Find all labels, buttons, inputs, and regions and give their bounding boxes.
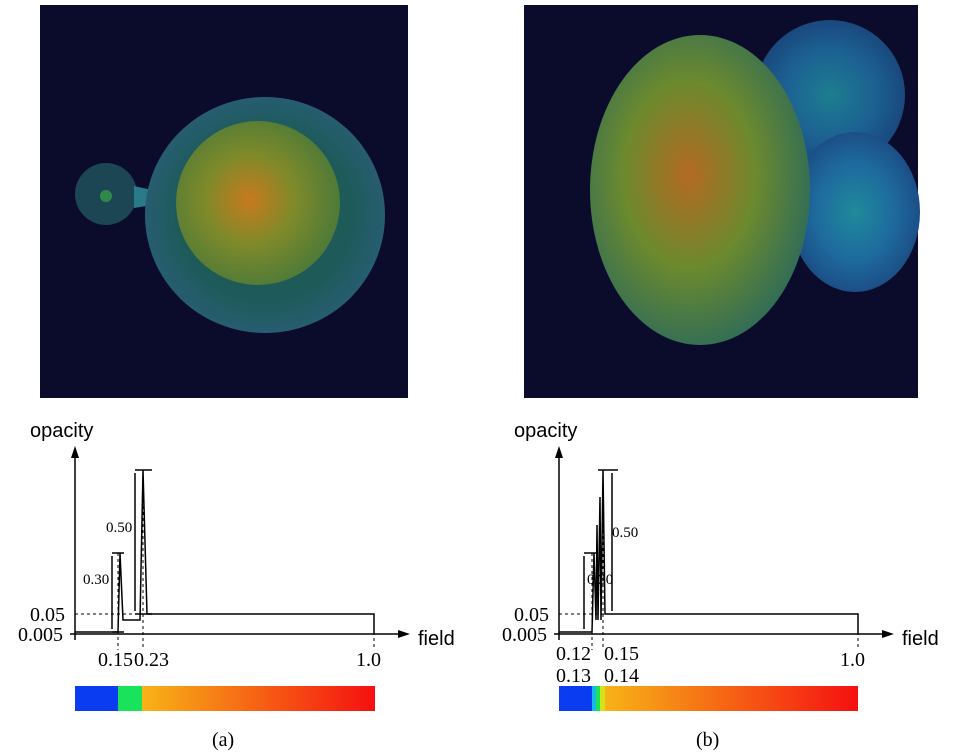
y-label: 0.05: [30, 604, 65, 626]
render-a: [40, 5, 408, 398]
x-label: 0.15: [604, 643, 639, 665]
peak-label: 0.30: [587, 572, 613, 588]
y-label: 0.005: [502, 624, 547, 646]
x-label: 0.14: [604, 665, 639, 687]
x-axis-label: field: [418, 628, 455, 650]
x-label: 0.12: [556, 643, 591, 665]
transfer-function-b: [554, 446, 894, 711]
x-label: 1.0: [356, 649, 381, 671]
peak-label: 0.50: [106, 520, 132, 536]
render-b: [524, 5, 920, 398]
x-label: 0.13: [556, 665, 591, 687]
y-label: 0.005: [18, 624, 63, 646]
y-axis-label: opacity: [514, 420, 577, 442]
x-label: 0.23: [134, 649, 169, 671]
y-label: 0.05: [514, 604, 549, 626]
y-axis-label: opacity: [30, 420, 93, 442]
peak-label: 0.50: [612, 525, 638, 541]
x-label: 1.0: [840, 649, 865, 671]
x-label: 0.15: [98, 649, 133, 671]
caption: (a): [212, 729, 234, 751]
transfer-function-a: [70, 446, 410, 711]
x-axis-label: field: [902, 628, 939, 650]
caption: (b): [696, 729, 719, 751]
peak-label: 0.30: [83, 572, 109, 588]
